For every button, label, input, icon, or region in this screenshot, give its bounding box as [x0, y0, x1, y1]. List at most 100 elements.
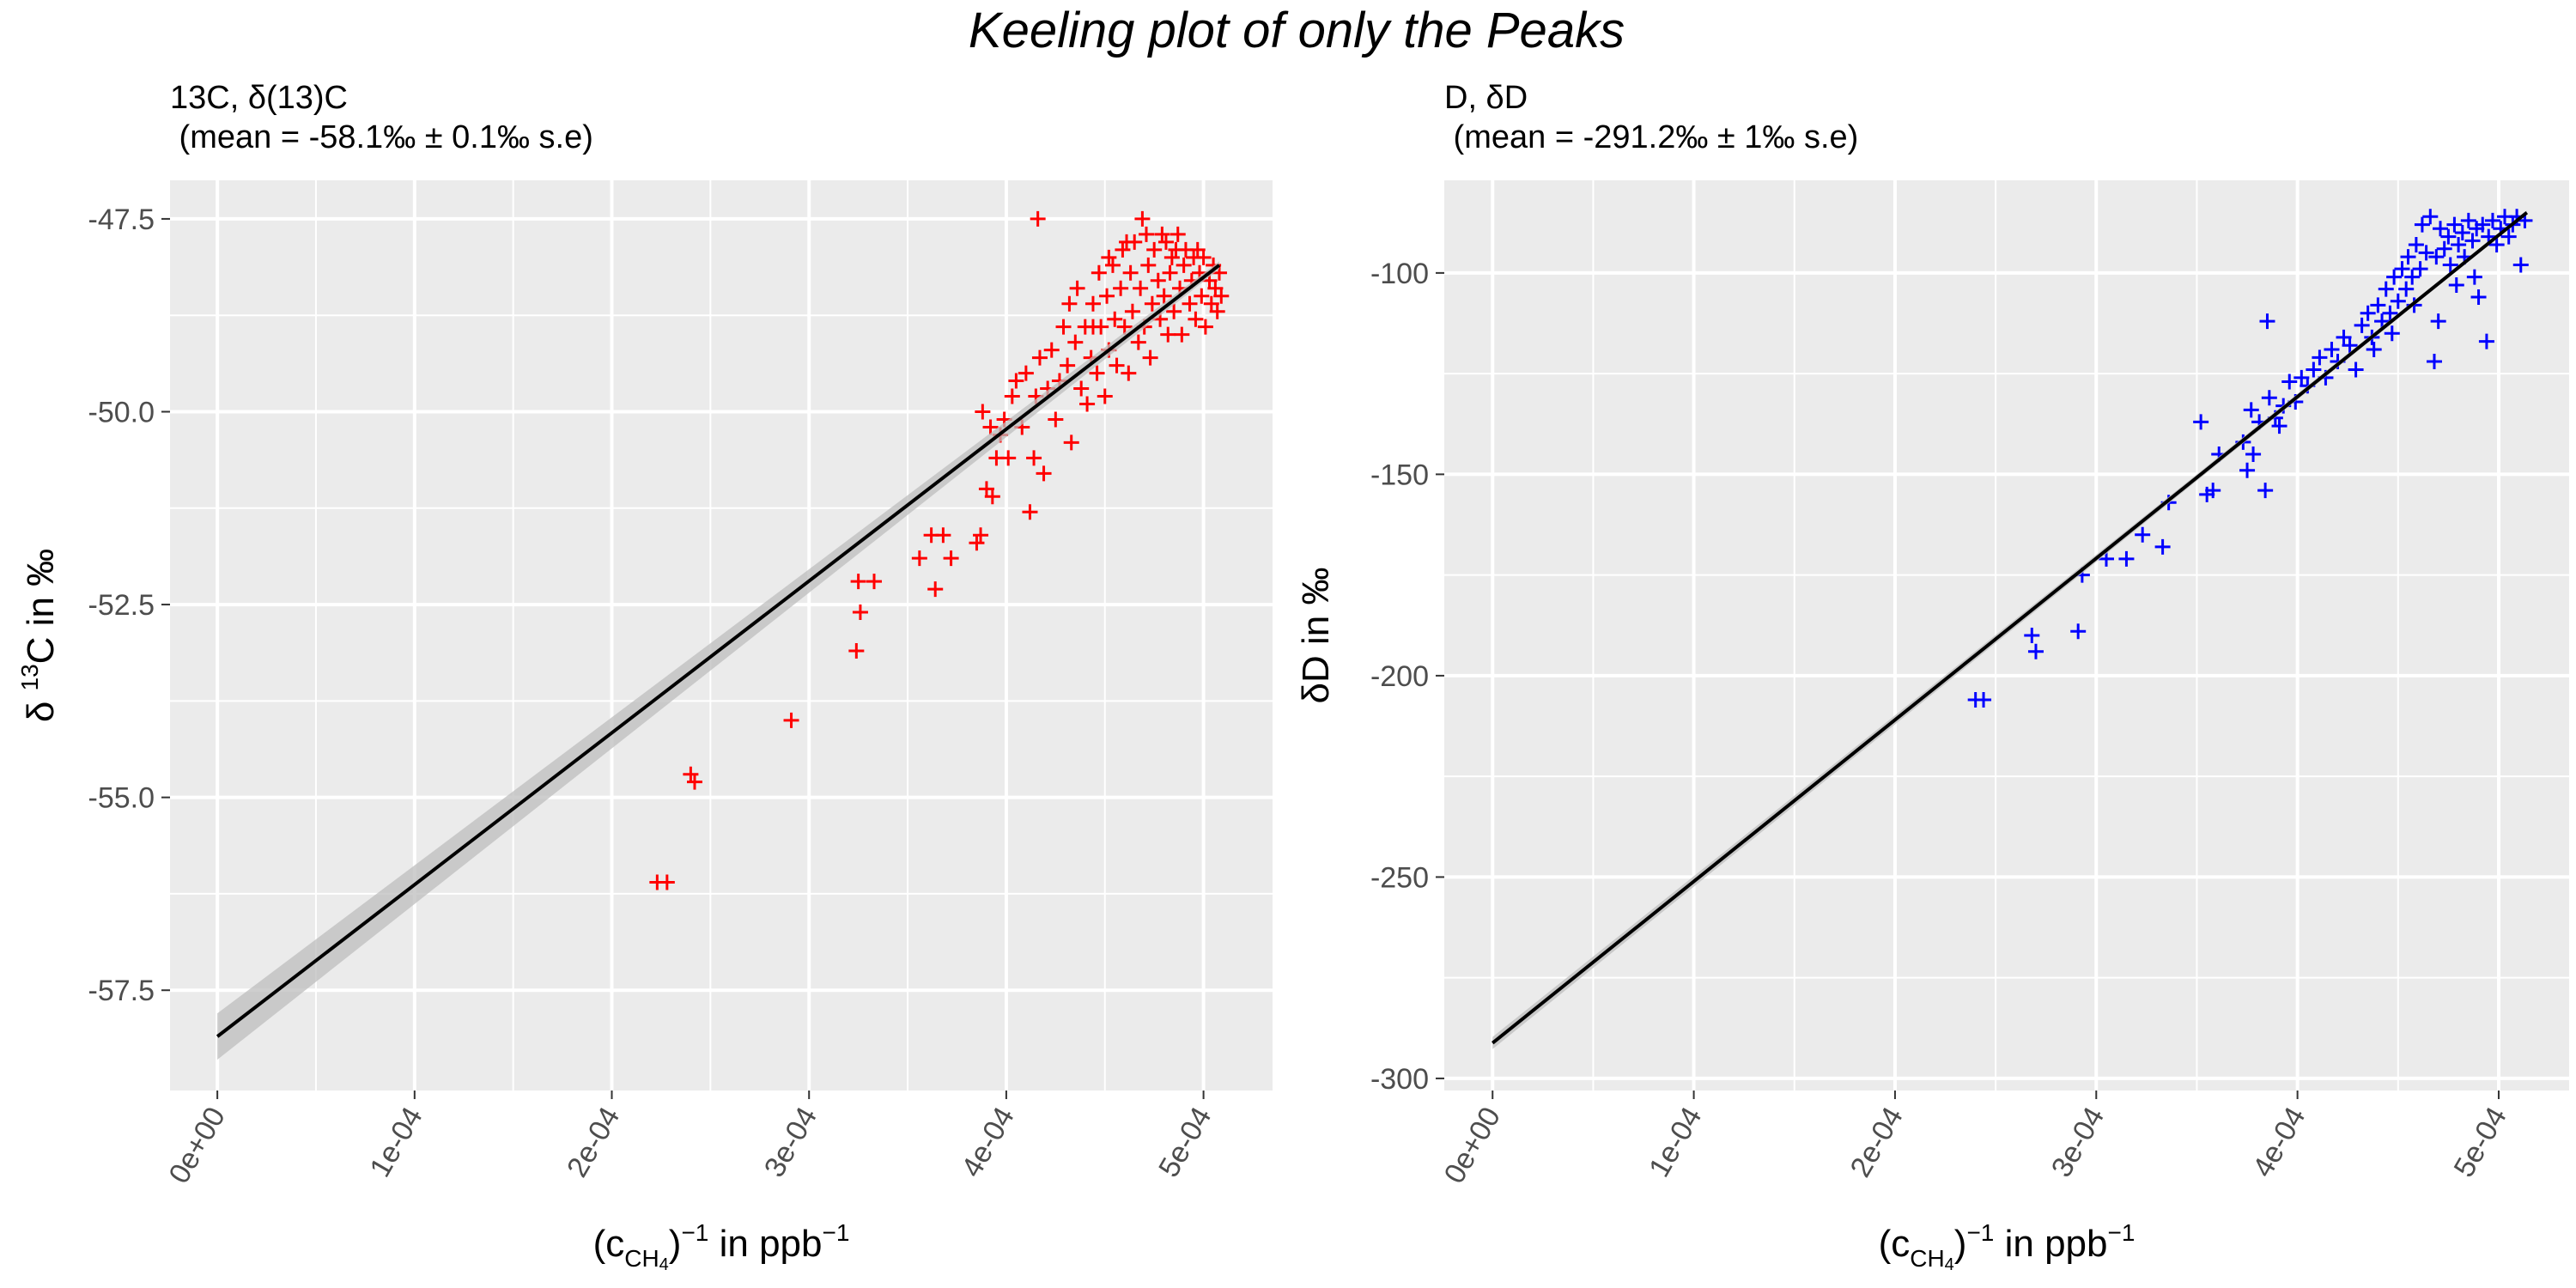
data-point	[2500, 228, 2517, 245]
data-point	[2418, 245, 2434, 261]
data-point	[1048, 411, 1064, 428]
data-point	[2404, 269, 2421, 285]
data-point	[850, 574, 866, 590]
data-point	[2426, 354, 2442, 370]
data-point	[2261, 390, 2277, 406]
data-point	[1031, 349, 1048, 366]
data-point	[2135, 526, 2151, 543]
data-point	[2378, 281, 2394, 297]
chart-title: Keeling plot of only the Peaks	[969, 3, 1625, 58]
data-point	[2239, 462, 2256, 478]
data-point	[2259, 313, 2275, 330]
data-point	[1043, 342, 1060, 358]
data-point	[1121, 365, 1137, 381]
data-point	[2382, 305, 2398, 321]
panel-background	[1444, 180, 2569, 1091]
data-point	[927, 581, 944, 598]
data-point	[659, 874, 675, 890]
data-point	[2360, 305, 2376, 321]
data-point	[1130, 334, 1146, 350]
x-axis-label: (cCH4)−1 in ppb−1	[1879, 1219, 2136, 1274]
data-point	[1061, 295, 1078, 312]
x-tick-label: 5e-04	[1152, 1102, 1218, 1182]
data-point	[1119, 234, 1135, 250]
data-point	[783, 712, 799, 728]
data-point	[1174, 326, 1190, 343]
data-point	[2354, 317, 2370, 333]
y-tick-label: -57.5	[88, 975, 155, 1007]
data-point	[1113, 280, 1129, 296]
data-point	[2422, 209, 2439, 225]
data-point	[2430, 313, 2446, 330]
data-point	[1101, 249, 1117, 265]
data-point	[2433, 221, 2449, 237]
data-point	[1176, 257, 1192, 273]
data-point	[1197, 319, 1213, 335]
y-tick-label: -300	[1370, 1063, 1429, 1096]
data-point	[2484, 212, 2500, 228]
data-point	[943, 550, 959, 567]
data-point	[2324, 341, 2340, 357]
x-axis-label: (cCH4)−1 in ppb−1	[593, 1219, 850, 1274]
chart-panel-d13c: 13C, δ(13)C (mean = -58.1‰ ± 0.1‰ s.e) 0…	[16, 80, 1273, 1274]
data-point	[2193, 414, 2209, 430]
data-point	[1030, 210, 1046, 227]
data-point	[2390, 293, 2406, 309]
data-point	[2400, 249, 2416, 265]
y-tick-label: -150	[1370, 459, 1429, 491]
data-point	[2436, 240, 2452, 257]
data-point	[1097, 388, 1113, 404]
fit-line	[1491, 210, 2529, 1045]
data-point	[1067, 334, 1084, 350]
data-point	[2336, 329, 2352, 345]
data-point	[2257, 483, 2274, 499]
chart-panel-dd: D, δD (mean = -291.2‰ ± 1‰ s.e) 0e+00 1e-…	[1295, 80, 2569, 1274]
x-tick-label: 5e-04	[2448, 1102, 2513, 1182]
data-point	[1182, 295, 1198, 312]
data-point	[2412, 261, 2428, 277]
data-point	[1000, 450, 1017, 466]
y-tick-label: -250	[1370, 861, 1429, 894]
x-tick-label: 2e-04	[561, 1102, 626, 1182]
panel-subtitle-line2: (mean = -291.2‰ ± 1‰ s.e)	[1444, 119, 1858, 155]
data-point	[2440, 228, 2457, 245]
data-point	[2464, 233, 2481, 249]
data-point	[2466, 269, 2482, 285]
panel-subtitle-line2: (mean = -58.1‰ ± 0.1‰ s.e)	[170, 119, 593, 155]
y-axis-label: δD in ‰	[1295, 568, 1337, 704]
data-point	[1060, 357, 1076, 374]
data-point	[2428, 249, 2445, 265]
confidence-band	[217, 261, 1219, 1060]
data-point	[2414, 216, 2430, 233]
x-tick-label: 4e-04	[2246, 1102, 2312, 1182]
data-point	[1069, 280, 1085, 296]
data-point	[1150, 272, 1166, 289]
data-point	[1144, 295, 1160, 312]
data-point	[2394, 261, 2410, 277]
x-tick-label: 1e-04	[1643, 1102, 1708, 1182]
x-tick-label: 4e-04	[955, 1102, 1020, 1182]
data-point	[1213, 288, 1230, 304]
data-point	[2070, 623, 2087, 640]
data-point	[2312, 349, 2328, 366]
data-point	[2342, 337, 2358, 354]
data-point	[866, 574, 883, 590]
data-point	[2512, 257, 2529, 273]
data-point	[1109, 357, 1125, 374]
data-point	[2478, 333, 2494, 349]
data-point	[1156, 288, 1172, 304]
y-tick-label: -100	[1370, 258, 1429, 290]
data-point	[1022, 504, 1038, 520]
data-point	[2118, 550, 2135, 567]
data-point	[1140, 257, 1157, 273]
data-point	[1194, 288, 1210, 304]
data-point	[2446, 216, 2463, 233]
data-point	[2205, 483, 2221, 499]
x-tick-label: 2e-04	[1844, 1102, 1909, 1182]
data-point	[1099, 288, 1115, 304]
data-point	[1170, 226, 1186, 242]
data-point	[2271, 418, 2287, 434]
data-point	[2154, 538, 2171, 555]
data-point	[935, 527, 951, 544]
data-point	[1160, 326, 1176, 343]
